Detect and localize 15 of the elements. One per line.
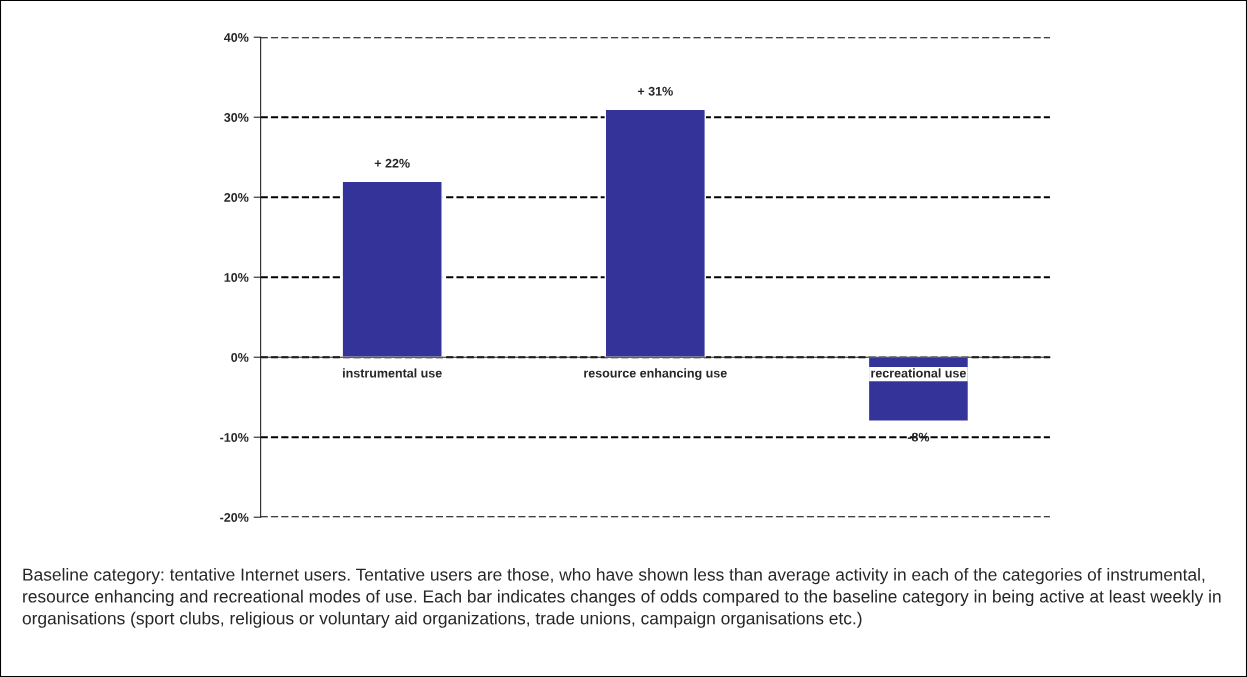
y-tick-label: 30%: [224, 113, 249, 122]
x-tick-label: resource enhancing use: [584, 368, 727, 381]
y-tick-label: 40%: [223, 33, 249, 42]
y-tick-label: -20%: [220, 513, 249, 522]
y-tick-label: -10%: [220, 433, 249, 442]
x-tick-label: recreational use: [871, 368, 966, 378]
bar: [604, 108, 706, 358]
y-tick-label: 10%: [224, 273, 249, 282]
text: Baseline category: tentative Internet users. Tentative users are those, who have shown less than average activity in each of the categories of instrumental, resource enhancing and recreational modes of use. Each bar indicates changes of odds compared to the baseline category in being active at least weekly in organisations (sport clubs, religious or voluntary aid organizations, trade unions, campaign organisations etc.): [22, 568, 1221, 628]
y-tick-label: 0%: [231, 353, 249, 362]
x-tick-label: instrumental use: [343, 368, 442, 378]
bar: [341, 180, 443, 358]
data-label: + 22%: [374, 158, 410, 168]
y-tick-label: 20%: [224, 193, 249, 202]
data-label: + 31%: [637, 86, 673, 96]
